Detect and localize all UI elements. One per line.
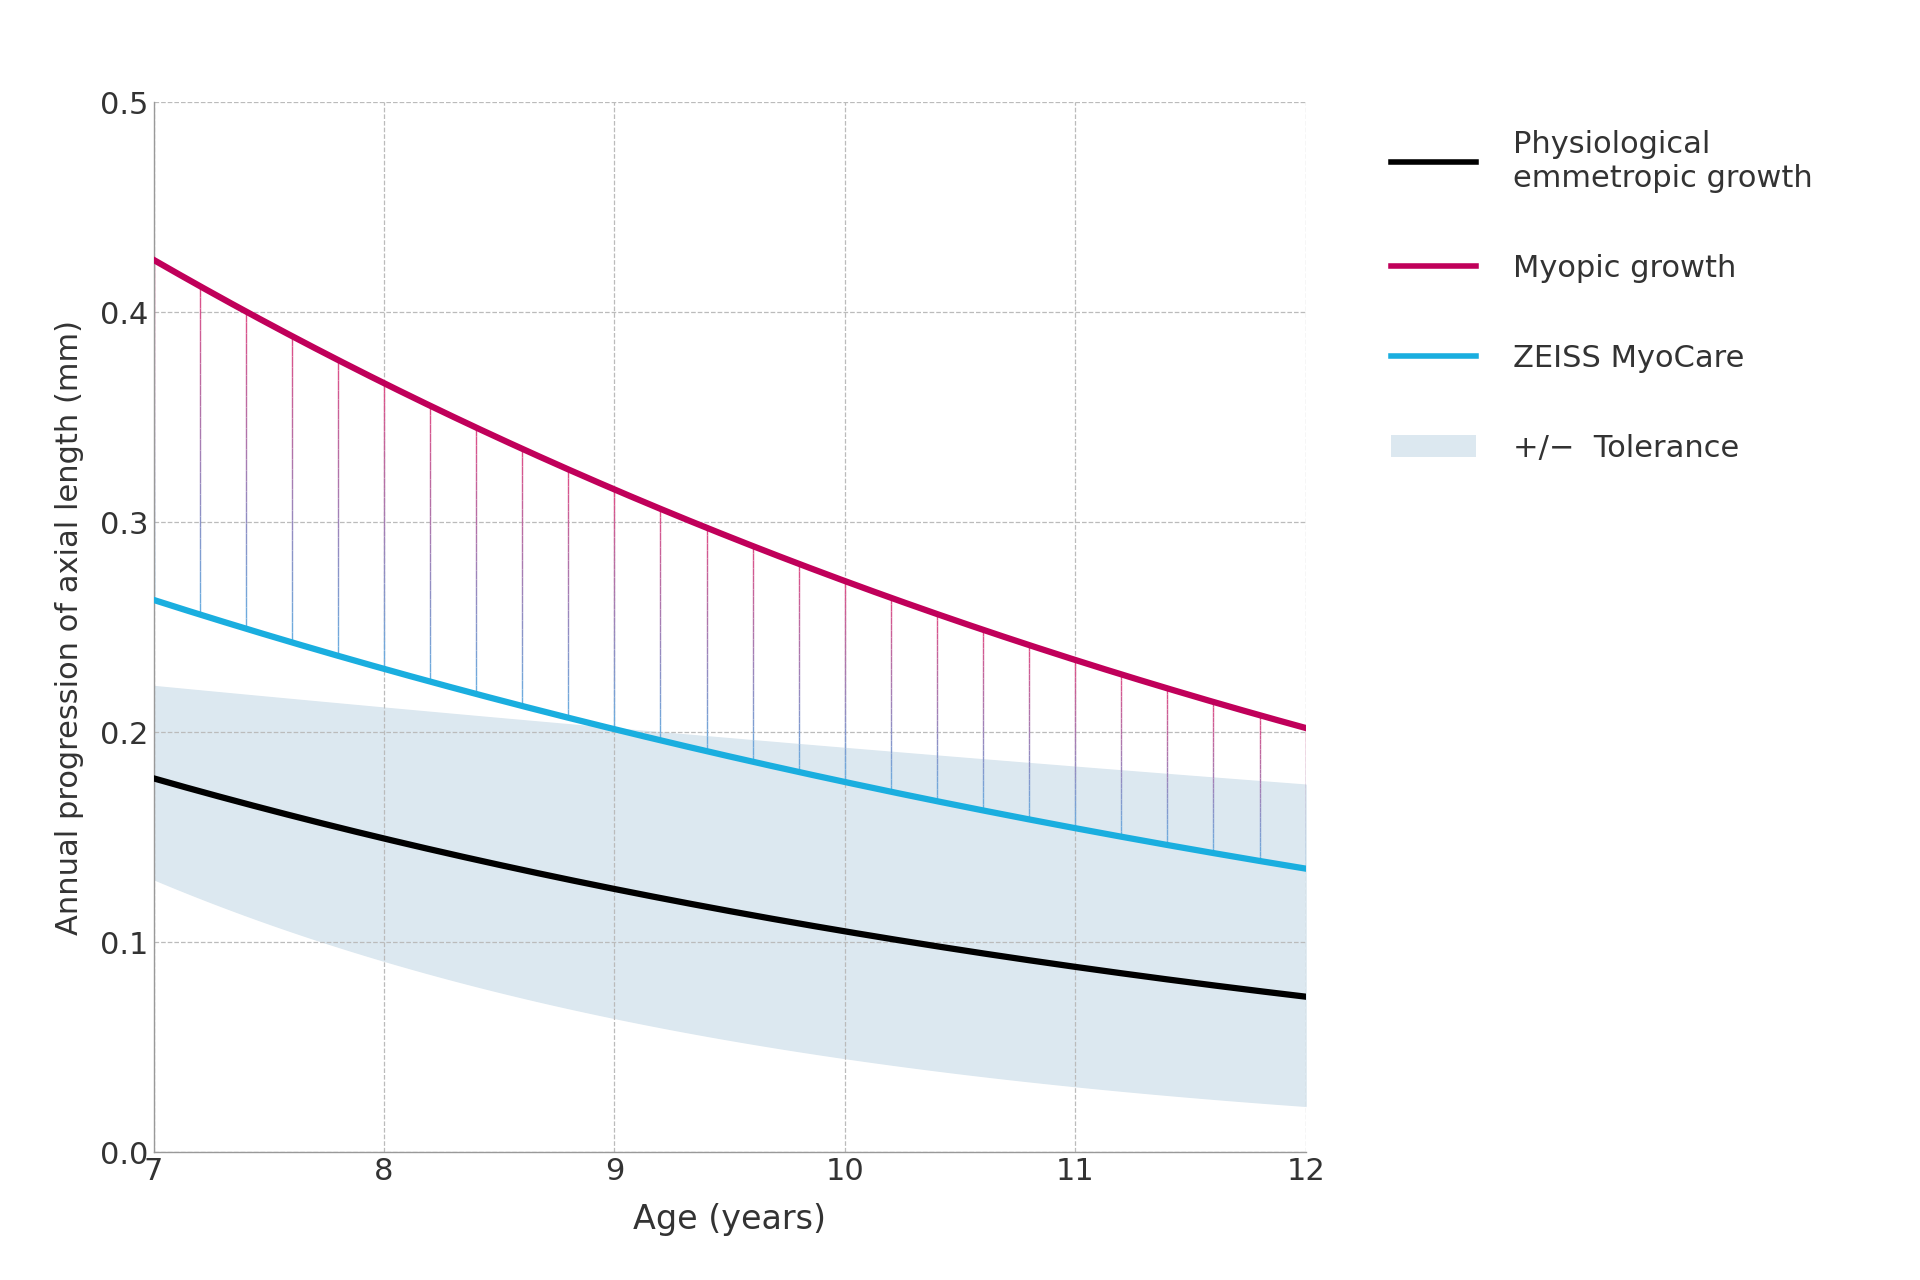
X-axis label: Age (years): Age (years) (634, 1202, 826, 1235)
Y-axis label: Annual progression of axial length (mm): Annual progression of axial length (mm) (54, 320, 84, 934)
Legend: Physiological
emmetropic growth, Myopic growth, ZEISS MyoCare, +/−  Tolerance: Physiological emmetropic growth, Myopic … (1379, 118, 1824, 475)
